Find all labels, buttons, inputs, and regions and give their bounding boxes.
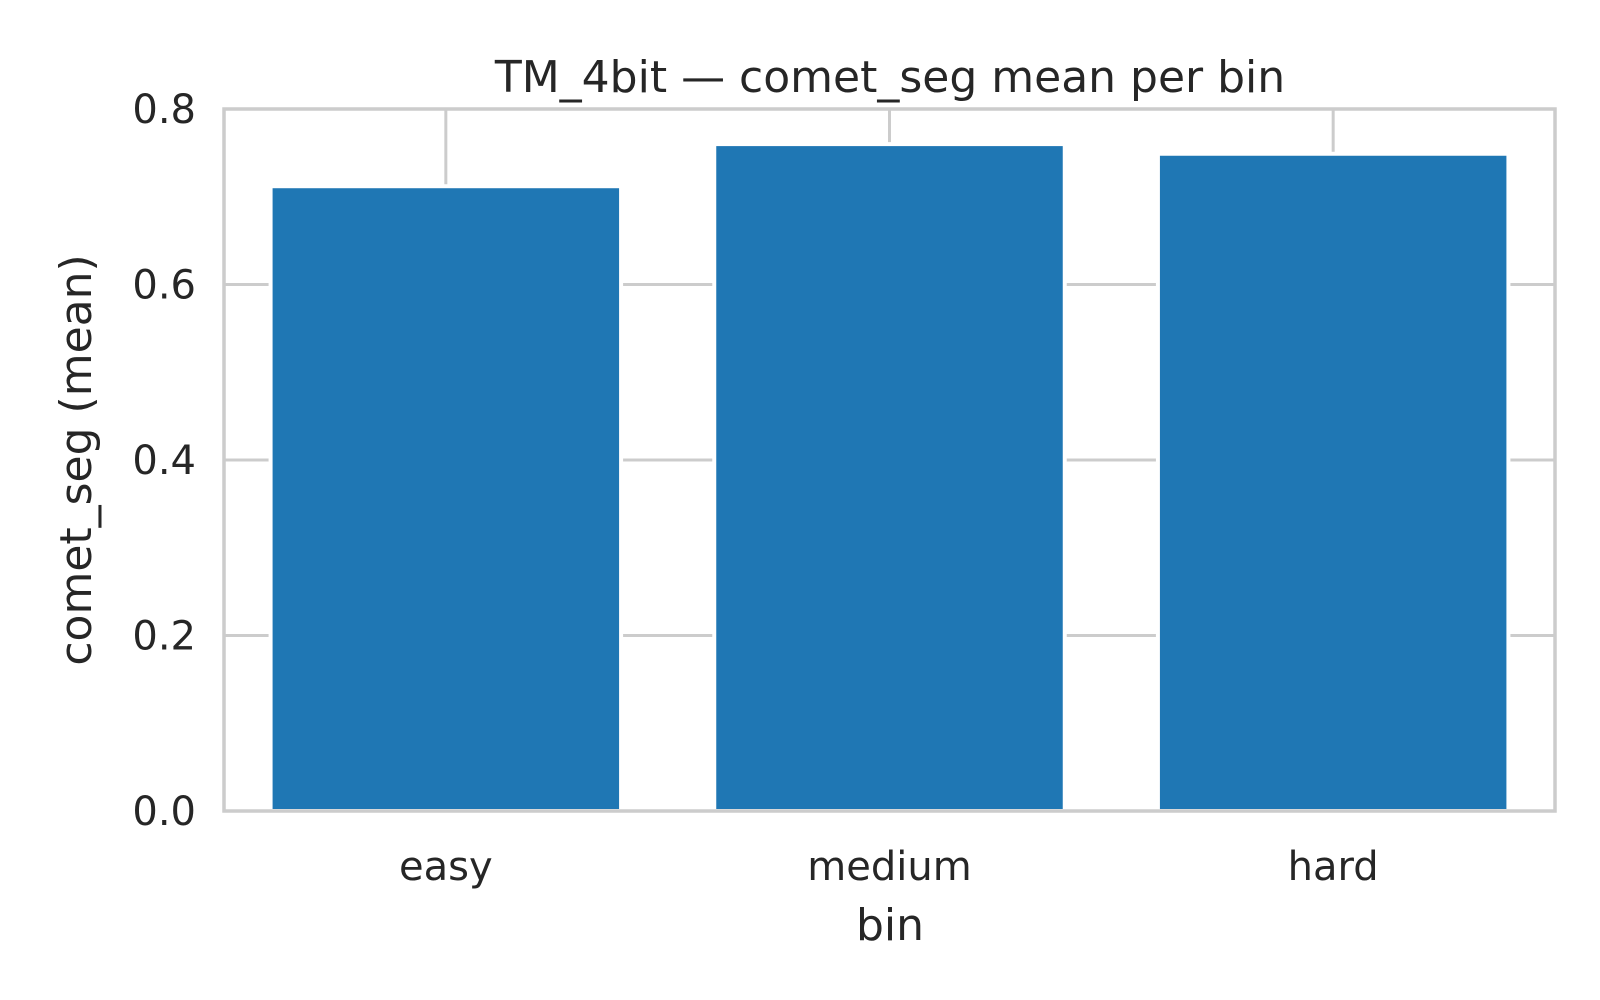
y-tick-labels: 0.0 0.2 0.4 0.6 0.8 <box>132 87 196 835</box>
y-tick-label-4: 0.8 <box>132 87 196 133</box>
x-tick-label-easy: easy <box>399 844 493 890</box>
x-tick-labels: easy medium hard <box>399 844 1379 890</box>
x-axis-label: bin <box>856 900 924 951</box>
y-tick-label-3: 0.6 <box>132 263 196 309</box>
y-tick-label-0: 0.0 <box>132 789 196 835</box>
plot-frame <box>222 107 1557 813</box>
y-axis-label: comet_seg (mean) <box>51 254 102 665</box>
bar-hard <box>1155 151 1511 813</box>
x-tick-label-hard: hard <box>1288 844 1379 890</box>
x-tick-label-medium: medium <box>807 844 971 890</box>
bar-medium <box>712 142 1067 814</box>
bars <box>268 142 1511 814</box>
chart-title: TM_4bit — comet_seg mean per bin <box>494 52 1285 103</box>
bar-easy <box>268 184 624 814</box>
y-tick-label-1: 0.2 <box>132 614 196 660</box>
y-tick-label-2: 0.4 <box>132 438 196 484</box>
